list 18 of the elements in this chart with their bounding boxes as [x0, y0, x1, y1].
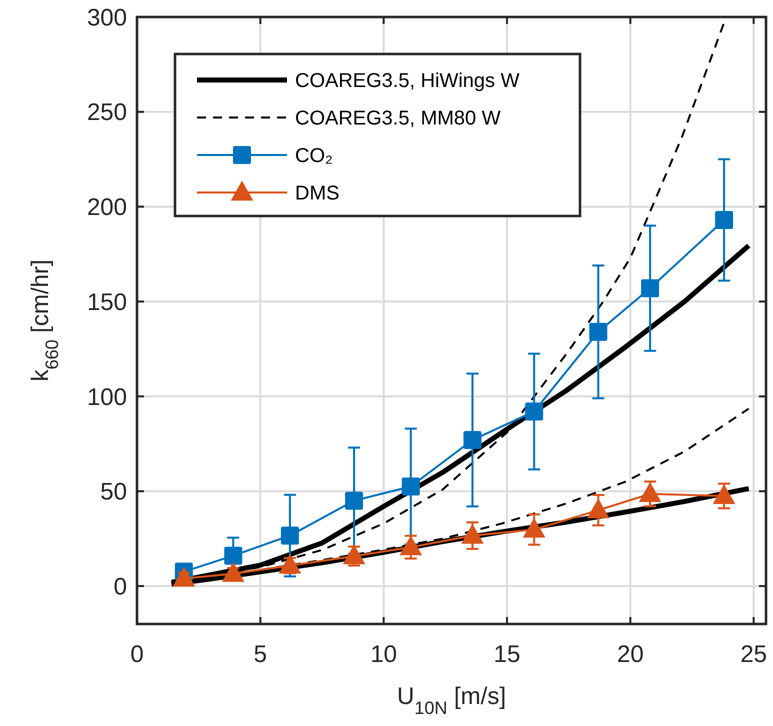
x-axis-title: U$_{10N}$ [m/s]: [396, 683, 506, 718]
y-tick-label: 100: [86, 384, 127, 411]
x-tick-label: 10: [370, 641, 398, 668]
x-tick-label: 20: [616, 641, 644, 668]
x-tick-label: 25: [740, 641, 768, 668]
legend-label: CO₂: [295, 145, 333, 167]
legend-label: COAREG3.5, HiWings W: [295, 70, 520, 92]
y-tick-label: 200: [86, 194, 127, 222]
legend-label: COAREG3.5, MM80 W: [295, 108, 501, 130]
y-tick-label: 50: [100, 478, 127, 506]
y-tick-label: 0: [114, 573, 127, 600]
y-tick-label: 300: [86, 4, 127, 32]
legend-label: DMS: [295, 182, 340, 204]
y-tick-label: 250: [86, 99, 127, 126]
x-tick-label: 15: [494, 641, 520, 668]
x-tick-label: 5: [254, 641, 268, 668]
x-tick-label: 0: [130, 641, 144, 668]
y-tick-label: 150: [86, 288, 127, 316]
